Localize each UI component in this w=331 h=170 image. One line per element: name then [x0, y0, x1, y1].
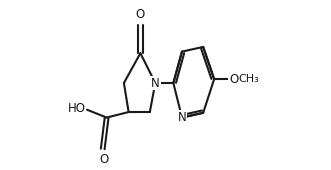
Text: N: N	[178, 111, 186, 124]
Text: CH₃: CH₃	[239, 74, 259, 84]
Text: HO: HO	[68, 102, 85, 115]
Text: N: N	[151, 76, 160, 90]
Text: O: O	[100, 153, 109, 166]
Text: O: O	[229, 73, 238, 86]
Text: O: O	[136, 8, 145, 21]
